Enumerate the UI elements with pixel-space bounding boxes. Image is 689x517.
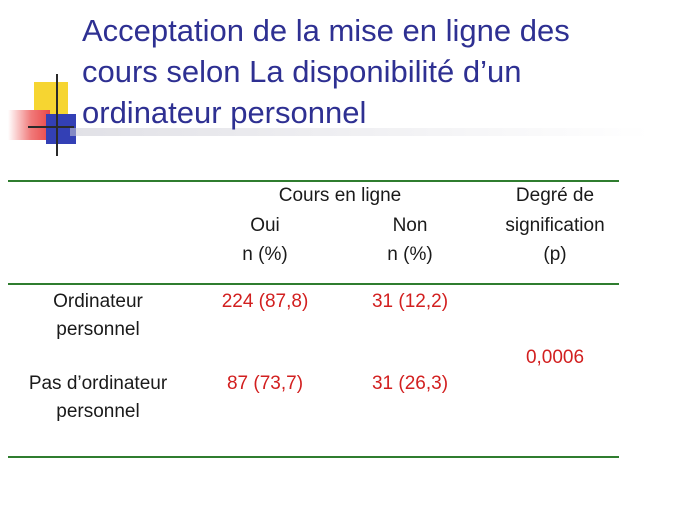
title-line-1: Acceptation de la mise en ligne des	[82, 13, 570, 48]
row-2-oui: 87 (73,7)	[226, 373, 304, 394]
header-oui-unit: n (%)	[242, 244, 288, 265]
header-non-unit: n (%)	[387, 244, 433, 265]
header-p-line-3: (p)	[543, 244, 567, 265]
title-line-2: cours selon La disponibilité d’un	[82, 54, 522, 89]
row-1-label-line-1: Ordinateur	[53, 291, 143, 312]
row-2-label-line-2: personnel	[56, 401, 140, 422]
p-value: 0,0006	[525, 347, 585, 368]
header-cours-en-ligne: Cours en ligne	[278, 185, 402, 206]
header-p-line-2: signification	[505, 215, 605, 236]
row-1-non: 31 (12,2)	[371, 291, 449, 312]
row-2-label-line-1: Pas d’ordinateur	[28, 373, 168, 394]
row-2-non: 31 (26,3)	[371, 373, 449, 394]
header-p-line-1: Degré de	[515, 185, 595, 206]
slide-title: Acceptation de la mise en ligne des cour…	[82, 10, 672, 133]
table-bottom-rule	[8, 456, 619, 458]
row-1-label-line-2: personnel	[56, 319, 140, 340]
header-non: Non	[392, 215, 428, 236]
logo-horizontal-line	[28, 126, 74, 128]
logo-vertical-line	[56, 74, 58, 156]
header-oui: Oui	[250, 215, 280, 236]
title-line-3: ordinateur personnel	[82, 95, 367, 130]
title-underline	[70, 128, 650, 136]
logo-red-square	[8, 110, 50, 140]
table-header-rule	[8, 283, 619, 285]
row-1-oui: 224 (87,8)	[221, 291, 309, 312]
table-top-rule	[8, 180, 619, 182]
